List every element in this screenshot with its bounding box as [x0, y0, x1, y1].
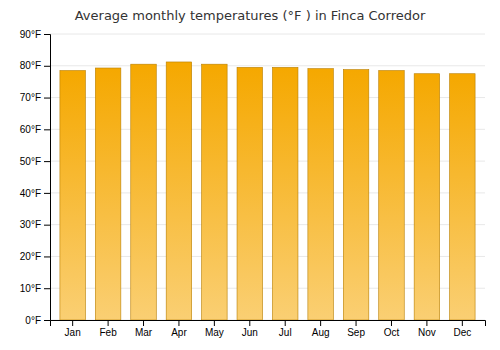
bar [308, 69, 334, 320]
bar [95, 68, 121, 320]
title: Average monthly temperatures (°F ) in Fi… [75, 8, 426, 23]
x-tick: Jul [279, 320, 292, 338]
chart: 0°F 10°F 20°F 30°F 40°F 50°F 60°F 70°F 80°F 90°F J… [0, 0, 500, 350]
x-tick-label: Oct [384, 327, 400, 338]
y-tick-label: 0°F [25, 315, 41, 326]
bar [131, 64, 157, 320]
y-tick: 0°F [25, 315, 50, 326]
y-tick-mark [44, 161, 50, 162]
y-tick-label: 40°F [20, 188, 41, 199]
bar [237, 67, 263, 320]
y-tick-label: 90°F [20, 29, 41, 40]
y-tick: 50°F [20, 156, 50, 167]
y-tick-label: 70°F [20, 92, 41, 103]
x-tick-label: Jun [242, 327, 258, 338]
y-tick-mark [44, 66, 50, 67]
x-tick-mark [356, 320, 357, 326]
bar [379, 71, 405, 320]
y-tick-mark [44, 129, 50, 130]
grid [50, 34, 485, 320]
y-tick-label: 80°F [20, 60, 41, 71]
y-axis: 0°F 10°F 20°F 30°F 40°F 50°F 60°F 70°F 80°F 90°F [20, 29, 51, 326]
y-tick-mark [44, 320, 50, 321]
y-tick: 90°F [20, 29, 50, 40]
y-tick-label: 60°F [20, 124, 41, 135]
y-tick-mark [44, 256, 50, 257]
x-tick-label: Mar [135, 327, 153, 338]
y-tick: 80°F [20, 60, 50, 71]
bar [450, 74, 476, 320]
x-tick-mark [72, 320, 73, 326]
y-tick: 60°F [20, 124, 50, 135]
x-tick-mark [249, 320, 250, 326]
y-tick-label: 10°F [20, 283, 41, 294]
x-tick-mark [285, 320, 286, 326]
x-tick-label: Feb [99, 327, 117, 338]
y-tick-mark [44, 193, 50, 194]
x-tick-label: Jul [279, 327, 292, 338]
x-tick-mark [426, 320, 427, 326]
x-tick: Jan [65, 320, 81, 338]
x-tick-mark [320, 320, 321, 326]
bars [60, 62, 475, 320]
x-tick: Sep [347, 320, 365, 338]
plot-area: 0°F 10°F 20°F 30°F 40°F 50°F 60°F 70°F 80°F 90°F J… [20, 29, 486, 338]
y-tick-label: 50°F [20, 156, 41, 167]
x-tick-mark [214, 320, 215, 326]
bar [414, 74, 440, 320]
y-tick-mark [44, 288, 50, 289]
x-tick-mark [108, 320, 109, 326]
y-tick: 20°F [20, 251, 50, 262]
x-axis-line [51, 321, 486, 327]
bar [343, 70, 369, 320]
x-axis: Jan Feb Mar Apr May Jun Jul Aug Sep Oct Nov Dec [51, 320, 486, 338]
y-tick-mark [44, 34, 50, 35]
x-tick: May [205, 320, 224, 338]
bar [60, 71, 86, 320]
bar [166, 62, 192, 320]
x-tick-mark [178, 320, 179, 326]
x-tick-label: May [205, 327, 224, 338]
y-tick-label: 20°F [20, 251, 41, 262]
x-tick-label: Apr [171, 327, 187, 338]
y-tick: 10°F [20, 283, 50, 294]
y-axis-line [44, 35, 51, 321]
x-tick: Nov [418, 320, 436, 338]
y-tick-mark [44, 98, 50, 99]
x-tick: Dec [453, 320, 471, 338]
x-tick-mark [143, 320, 144, 326]
x-tick-mark [462, 320, 463, 326]
x-tick: Apr [171, 320, 187, 338]
y-tick-label: 30°F [20, 219, 41, 230]
x-tick: Aug [312, 320, 330, 338]
grid-line [50, 34, 485, 35]
grid-line [50, 65, 485, 66]
y-tick-mark [44, 225, 50, 226]
x-tick-label: Sep [347, 327, 365, 338]
x-tick-label: Dec [453, 327, 471, 338]
y-tick: 30°F [20, 219, 50, 230]
y-tick: 70°F [20, 92, 50, 103]
x-tick: Feb [99, 320, 117, 338]
x-tick: Jun [242, 320, 258, 338]
bar [202, 64, 228, 320]
y-tick: 40°F [20, 188, 50, 199]
x-tick-label: Jan [65, 327, 81, 338]
x-tick-mark [391, 320, 392, 326]
x-tick-label: Aug [312, 327, 330, 338]
x-tick: Oct [384, 320, 400, 338]
x-tick-label: Nov [418, 327, 436, 338]
bar [272, 67, 298, 320]
x-tick: Mar [135, 320, 153, 338]
